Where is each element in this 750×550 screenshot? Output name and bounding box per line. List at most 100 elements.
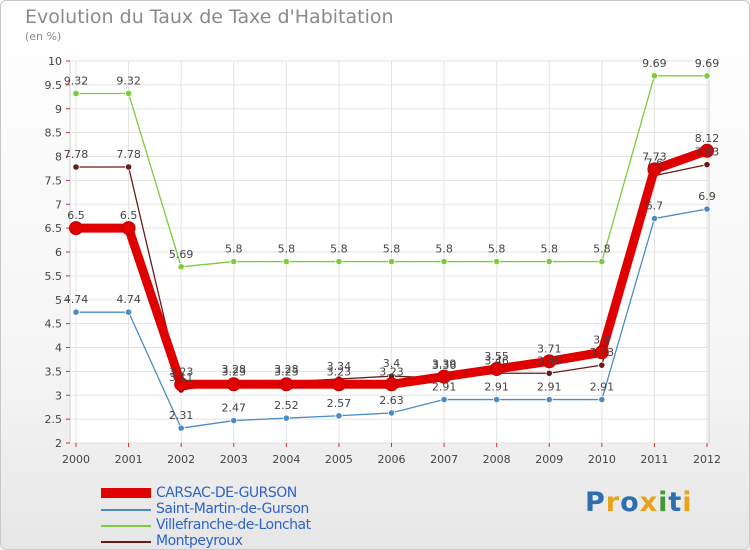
- legend-item: Saint-Martin-de-Gurson: [101, 501, 401, 518]
- data-point: [594, 345, 609, 360]
- chart-title: Evolution du Taux de Taxe d'Habitation: [25, 6, 394, 28]
- legend-swatch: [101, 525, 151, 527]
- logo-letter: x: [639, 487, 659, 518]
- y-tick-label: 6: [55, 246, 62, 259]
- logo-letter: P: [585, 487, 606, 518]
- data-point: [335, 412, 343, 420]
- x-tick-label: 2002: [167, 453, 195, 466]
- data-label: 6.5: [67, 209, 85, 222]
- data-point: [177, 424, 185, 432]
- data-point: [72, 308, 80, 316]
- data-point: [598, 361, 606, 369]
- logo-letter: t: [668, 487, 683, 518]
- data-point: [489, 361, 504, 376]
- legend: CARSAC-DE-GURSON Saint-Martin-de-Gurson …: [101, 485, 401, 549]
- data-label: 3.36: [432, 359, 457, 372]
- logo-letter: i: [682, 487, 693, 518]
- x-tick-label: 2012: [693, 453, 721, 466]
- legend-label: CARSAC-DE-GURSON: [156, 485, 297, 501]
- data-point: [72, 89, 80, 98]
- data-label: 2.91: [432, 381, 457, 394]
- data-point: [700, 143, 714, 158]
- data-label: 7.83: [695, 146, 720, 159]
- data-point: [387, 409, 396, 417]
- data-label: 6.5: [120, 209, 138, 222]
- data-point: [124, 89, 133, 98]
- data-label: 2.91: [537, 381, 562, 394]
- data-label: 3.34: [327, 360, 352, 373]
- data-label: 3.4: [383, 357, 401, 370]
- data-label: 5.69: [169, 248, 194, 261]
- data-label: 2.63: [379, 394, 404, 407]
- data-label: 5.8: [541, 243, 559, 256]
- chart-subtitle: (en %): [25, 30, 62, 43]
- data-point: [174, 377, 189, 392]
- data-point: [121, 221, 136, 236]
- y-tick-label: 6.5: [45, 222, 63, 235]
- x-tick-label: 2010: [588, 453, 616, 466]
- x-tick-label: 2001: [115, 453, 143, 466]
- data-point: [226, 377, 241, 392]
- data-label: 3.23: [379, 365, 404, 378]
- y-tick-label: 4: [55, 342, 62, 355]
- data-label: 2.47: [222, 402, 247, 415]
- data-point: [124, 163, 133, 171]
- data-label: 5.8: [593, 243, 611, 256]
- x-tick-label: 2011: [640, 453, 668, 466]
- data-label: 9.32: [64, 74, 89, 87]
- x-tick-label: 2005: [325, 453, 353, 466]
- y-tick-label: 7: [55, 198, 62, 211]
- data-label: 7.73: [642, 150, 667, 163]
- data-label: 5.8: [435, 243, 453, 256]
- data-label: 9.32: [116, 74, 141, 87]
- data-label: 6.7: [646, 200, 664, 213]
- y-tick-label: 5: [55, 294, 62, 307]
- x-tick-label: 2008: [483, 453, 511, 466]
- y-tick-label: 3: [55, 389, 62, 402]
- data-point: [230, 257, 238, 266]
- data-point: [703, 161, 711, 169]
- data-label: 3.23: [169, 365, 194, 378]
- data-label: 9.69: [695, 57, 720, 70]
- legend-swatch: [101, 488, 151, 498]
- data-label: 3.28: [274, 363, 299, 376]
- y-tick-label: 4.5: [45, 318, 63, 331]
- data-label: 3.23: [274, 365, 299, 378]
- x-tick-label: 2007: [430, 453, 458, 466]
- data-point: [493, 395, 501, 404]
- data-point: [598, 257, 606, 266]
- logo-letter: r: [605, 487, 621, 518]
- data-label: 3.71: [537, 342, 562, 355]
- data-label: 4.74: [64, 293, 89, 306]
- data-label: 2.91: [484, 381, 509, 394]
- data-point: [177, 263, 185, 271]
- data-label: 5.8: [330, 243, 348, 256]
- data-label: 2.31: [169, 409, 194, 422]
- legend-item: CARSAC-DE-GURSON: [101, 485, 401, 502]
- data-label: 4.74: [116, 293, 141, 306]
- data-point: [542, 354, 557, 369]
- data-point: [650, 72, 659, 80]
- data-point: [440, 395, 448, 404]
- data-point: [437, 369, 452, 384]
- legend-item: Montpeyroux: [101, 533, 401, 549]
- data-label: 7.78: [116, 148, 141, 161]
- data-point: [647, 162, 662, 177]
- data-point: [124, 308, 133, 316]
- legend-swatch: [101, 541, 151, 543]
- data-point: [598, 395, 606, 404]
- data-point: [440, 257, 448, 266]
- data-label: 6.9: [698, 190, 716, 203]
- y-tick-label: 2: [55, 437, 62, 450]
- x-tick-label: 2003: [220, 453, 248, 466]
- data-label: 3.23: [222, 365, 247, 378]
- y-tick-label: 8: [55, 151, 62, 164]
- data-label: 2.91: [590, 381, 615, 394]
- x-tick-label: 2004: [272, 453, 300, 466]
- y-tick-label: 3.5: [45, 365, 63, 378]
- data-point: [545, 257, 553, 266]
- data-label: 5.8: [488, 243, 506, 256]
- data-point: [282, 414, 290, 422]
- data-point: [335, 257, 343, 266]
